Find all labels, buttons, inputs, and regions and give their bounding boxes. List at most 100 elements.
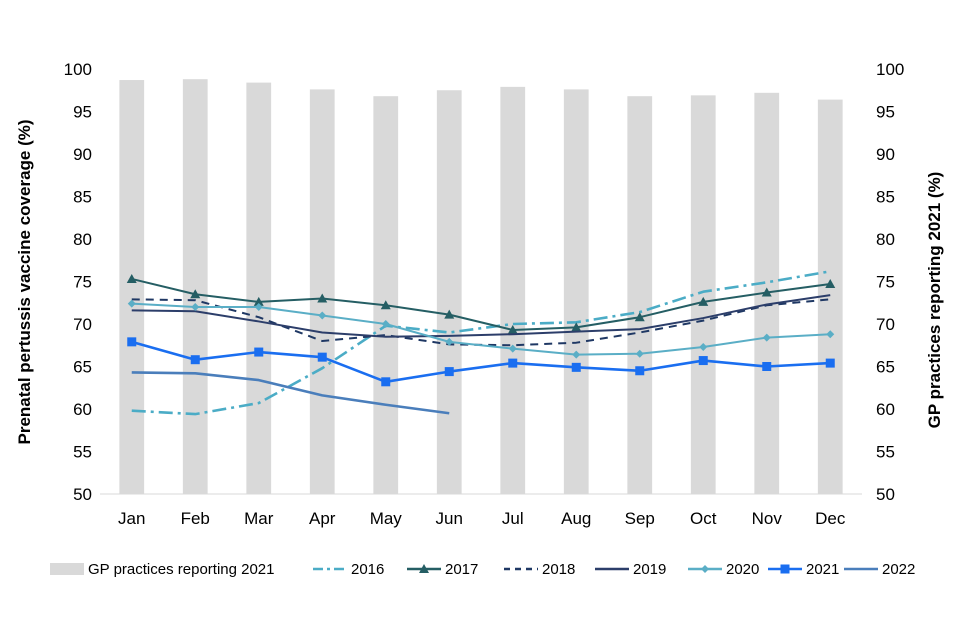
left-tick-75: 75: [73, 273, 92, 292]
series-line-2022: [131, 371, 450, 415]
legend-item-2019: 2019: [595, 561, 666, 578]
point-2021-9: [698, 356, 708, 366]
legend-item-2017: 2017: [407, 561, 478, 578]
x-tick-jul: Jul: [502, 509, 524, 528]
series-2021: [127, 337, 835, 387]
legend-marker-2017: [419, 564, 429, 573]
series-2019: [131, 294, 831, 338]
left-tick-50: 50: [73, 485, 92, 504]
bar-jun: [436, 90, 462, 494]
point-2020-0: [127, 299, 136, 308]
right-tick-100: 100: [876, 60, 904, 79]
legend-label-2021: 2021: [806, 561, 839, 578]
bar-jul: [500, 86, 526, 494]
right-tick-60: 60: [876, 400, 895, 419]
legend-item-2020: 2020: [688, 561, 759, 578]
x-tick-apr: Apr: [309, 509, 336, 528]
x-tick-may: May: [370, 509, 403, 528]
series-2016: [131, 270, 831, 416]
point-2017-5: [444, 309, 455, 319]
x-tick-mar: Mar: [244, 509, 274, 528]
point-2021-0: [127, 337, 137, 347]
legend-marker-2021: [780, 564, 790, 574]
bars-layer: [119, 79, 843, 495]
bar-feb: [182, 79, 208, 494]
legend-label-bars: GP practices reporting 2021: [88, 561, 275, 578]
x-tick-sep: Sep: [625, 509, 655, 528]
legend-item-2022: 2022: [844, 561, 915, 578]
x-tick-feb: Feb: [181, 509, 210, 528]
x-tick-aug: Aug: [561, 509, 591, 528]
left-tick-60: 60: [73, 400, 92, 419]
point-2017-8: [634, 312, 645, 322]
x-tick-jun: Jun: [436, 509, 463, 528]
point-2021-11: [825, 358, 835, 368]
legend-item-bars: GP practices reporting 2021: [50, 561, 275, 578]
point-2017-1: [190, 289, 201, 299]
bar-aug: [563, 89, 589, 495]
left-tick-100: 100: [64, 60, 92, 79]
point-2021-2: [254, 347, 264, 357]
point-2021-1: [190, 355, 200, 365]
legend-label-2020: 2020: [726, 561, 759, 578]
series-2017: [126, 273, 836, 334]
legend-marker-2020: [701, 565, 709, 573]
x-axis-ticks: Jan Feb Mar Apr May Jun Jul Aug Sep Oct Nov Dec: [118, 509, 846, 528]
series-2020: [127, 299, 835, 359]
series-line-2021: [131, 340, 831, 384]
legend-item-2021: 2021: [768, 561, 839, 578]
legend-label-2018: 2018: [542, 561, 575, 578]
x-tick-nov: Nov: [752, 509, 783, 528]
point-2020-10: [762, 333, 771, 342]
right-tick-65: 65: [876, 358, 895, 377]
series-line-2019: [131, 294, 831, 338]
point-2021-7: [571, 362, 581, 372]
x-tick-dec: Dec: [815, 509, 846, 528]
point-2017-10: [761, 287, 772, 297]
legend-label-2017: 2017: [445, 561, 478, 578]
point-2021-5: [444, 367, 454, 377]
right-tick-90: 90: [876, 145, 895, 164]
left-tick-95: 95: [73, 103, 92, 122]
point-2021-4: [381, 377, 391, 387]
legend-item-2016: 2016: [313, 561, 384, 578]
point-2020-4: [381, 320, 390, 328]
left-axis-title: Prenatal pertussis vaccine coverage (%): [15, 119, 34, 444]
point-2020-3: [318, 311, 327, 320]
series-line-2017: [131, 277, 831, 331]
legend-label-2019: 2019: [633, 561, 666, 578]
left-tick-70: 70: [73, 315, 92, 334]
x-tick-jan: Jan: [118, 509, 145, 528]
series-line-2020: [131, 302, 831, 356]
left-tick-80: 80: [73, 230, 92, 249]
legend-swatch-bars: [50, 563, 84, 575]
right-axis-ticks: 50 55 60 65 70 75 80 85 90 95 100: [876, 60, 904, 504]
point-2017-0: [126, 273, 137, 283]
right-tick-70: 70: [876, 315, 895, 334]
point-2017-11: [825, 279, 836, 289]
bar-oct: [690, 95, 716, 494]
legend-label-2016: 2016: [351, 561, 384, 578]
left-axis-ticks: 50 55 60 65 70 75 80 85 90 95 100: [64, 60, 92, 504]
left-tick-90: 90: [73, 145, 92, 164]
legend-label-2022: 2022: [882, 561, 915, 578]
bar-jan: [119, 80, 145, 495]
point-2017-3: [317, 293, 328, 303]
point-2021-8: [635, 366, 645, 376]
right-tick-80: 80: [876, 230, 895, 249]
point-2021-6: [508, 358, 518, 368]
legend-item-2018: 2018: [504, 561, 575, 578]
right-tick-50: 50: [876, 485, 895, 504]
point-2020-2: [254, 303, 263, 311]
point-2021-3: [317, 352, 327, 362]
left-tick-65: 65: [73, 358, 92, 377]
right-tick-55: 55: [876, 443, 895, 462]
point-2021-10: [762, 362, 772, 371]
series-2022: [131, 371, 450, 415]
point-2020-7: [572, 350, 581, 359]
left-tick-85: 85: [73, 188, 92, 207]
x-tick-oct: Oct: [690, 509, 717, 528]
left-tick-55: 55: [73, 443, 92, 462]
